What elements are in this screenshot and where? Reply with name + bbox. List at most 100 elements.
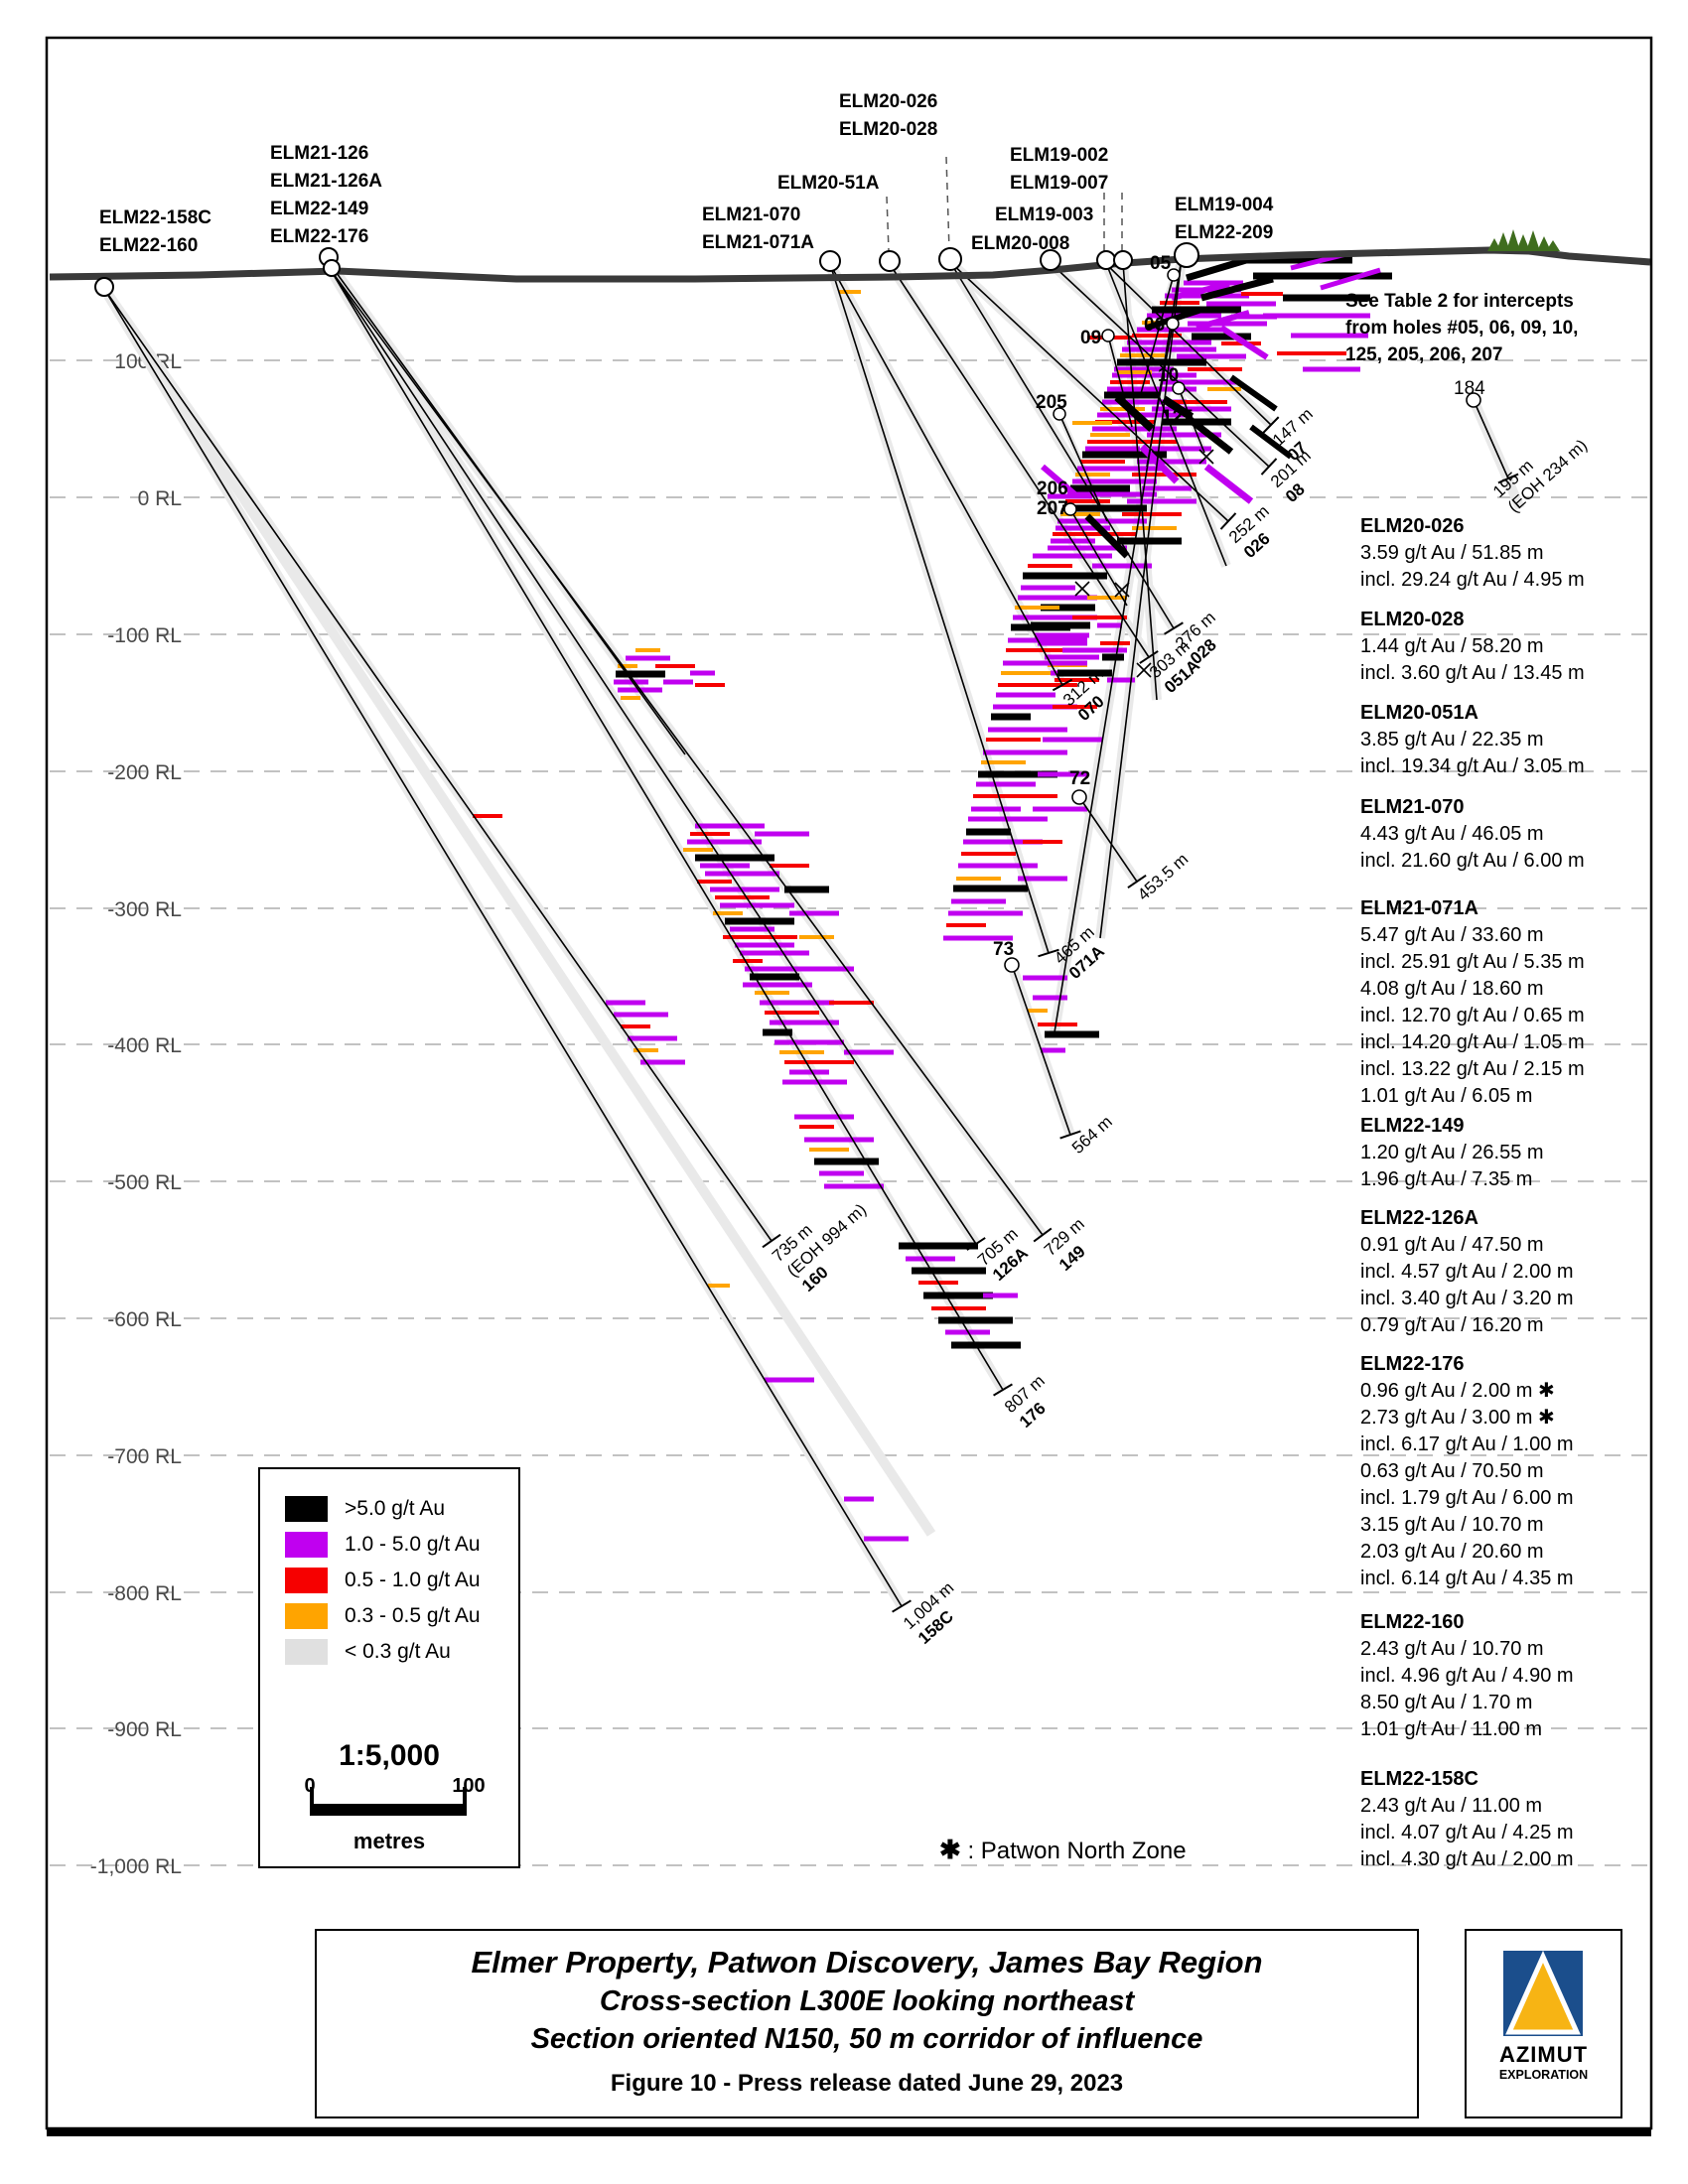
figure-title: Elmer Property, Patwon Discovery, James … [471, 1945, 1263, 1979]
drillhole-trace-184 [1473, 399, 1509, 479]
drillhole-trace-w206 [1069, 508, 1128, 607]
wedge-label: 205 [1036, 392, 1067, 413]
wedge-collar-label-184: 184 [1454, 378, 1485, 399]
intercept-line: 4.43 g/t Au / 46.05 m [1360, 823, 1544, 845]
eoh-tick-126A [966, 1237, 986, 1251]
collar-label: ELM19-004 [1175, 195, 1274, 215]
collar-label: ELM22-176 [270, 226, 368, 247]
drillhole-trace-003 [1122, 262, 1158, 701]
intercept-block-ELM21-070: ELM21-070 4.43 g/t Au / 46.05 m incl. 21.6… [1360, 794, 1628, 875]
drillhole-trace-008 [1050, 262, 1270, 468]
intercept-stroke [1084, 513, 1130, 559]
table2-note-line: 125, 205, 206, 207 [1345, 344, 1503, 365]
kickoff-cross [1198, 449, 1214, 465]
intercept-stroke [1171, 281, 1230, 301]
kickoff-cross [1114, 582, 1130, 598]
intercept-line: 0.79 g/t Au / 16.20 m [1360, 1314, 1544, 1336]
legend-swatch [285, 1532, 328, 1558]
patwon-note-text: : Patwon North Zone [960, 1838, 1187, 1864]
drillhole-trace-158C [103, 288, 903, 1607]
drillhole-trace-070 [829, 263, 1063, 686]
kickoff-cross [1074, 581, 1090, 597]
intercept-line: 1.96 g/t Au / 7.35 m [1360, 1168, 1533, 1190]
eoh-tick-071A [1038, 948, 1059, 958]
collar-circle [938, 247, 962, 271]
drillhole-trace-160 [103, 288, 773, 1242]
drillhole-trace-028 [949, 261, 1175, 629]
wedge-circle [1166, 317, 1180, 331]
grid-label: -400 RL [107, 1034, 182, 1057]
legend-label: 0.5 - 1.0 g/t Au [345, 1569, 481, 1591]
eoh-tick-070 [1052, 678, 1073, 692]
collar-label: ELM20-51A [777, 173, 880, 194]
eoh-tick-007 [1262, 416, 1280, 434]
intercept-line: incl. 3.40 g/t Au / 3.20 m [1360, 1288, 1574, 1309]
intercept-line: incl. 4.57 g/t Au / 2.00 m [1360, 1261, 1574, 1283]
intercept-stroke [1184, 414, 1234, 455]
tree-icon [1516, 234, 1530, 251]
intercept-line: 2.43 g/t Au / 11.00 m [1360, 1795, 1543, 1817]
collar-circle [819, 250, 841, 272]
intercept-block-title: ELM20-026 [1360, 515, 1465, 537]
collar-label: ELM21-070 [702, 205, 800, 225]
intercept-block-title: ELM22-160 [1360, 1611, 1465, 1633]
kickoff-cross [1136, 662, 1152, 678]
wedge-label: 06 [1144, 315, 1165, 336]
intercept-line: 4.08 g/t Au / 18.60 m [1360, 978, 1544, 1000]
table2-note-line: See Table 2 for intercepts [1345, 291, 1574, 312]
grid-label: -600 RL [107, 1308, 182, 1331]
collar-label: ELM22-209 [1175, 222, 1273, 243]
drillhole-trace-051A [889, 263, 1150, 658]
grid-label: -1,000 RL [90, 1855, 182, 1878]
intercept-stroke [1320, 267, 1381, 291]
intercept-stroke [1203, 464, 1254, 504]
tree-icon [1537, 236, 1551, 251]
legend-swatch [285, 1568, 328, 1593]
drillhole-trace-026 [949, 261, 1229, 522]
wedge-collar-circle-73 [1004, 957, 1020, 973]
eoh-tick-160 [762, 1233, 781, 1249]
collar-leader-line [886, 196, 890, 252]
intercept-block-title: ELM20-051A [1360, 702, 1478, 724]
intercept-stroke [1196, 310, 1250, 331]
eoh-tick-028 [1164, 621, 1184, 635]
patwon-north-zone-note: ✱ : Patwon North Zone [939, 1835, 1187, 1865]
intercept-line: 3.15 g/t Au / 10.70 m [1360, 1514, 1544, 1536]
intercept-line: incl. 14.20 g/t Au / 1.05 m [1360, 1031, 1585, 1053]
collar-label: ELM19-002 [1010, 145, 1108, 166]
intercept-line: 1.44 g/t Au / 58.20 m [1360, 635, 1544, 657]
wedge-circle [1167, 268, 1181, 282]
azimut-logo-icon [1503, 1951, 1583, 2036]
grid-label: -500 RL [107, 1171, 182, 1194]
surface-line [49, 246, 1651, 283]
collar-label: ELM22-160 [99, 235, 198, 256]
drillhole-trace-007 [1104, 262, 1272, 426]
wedge-circle [1063, 502, 1077, 516]
collar-circle [1096, 250, 1116, 270]
wedge-collar-circle-184 [1466, 392, 1481, 408]
table2-note: See Table 2 for intercepts from holes #0… [1345, 288, 1643, 368]
intercept-line: incl. 12.70 g/t Au / 0.65 m [1360, 1005, 1585, 1026]
drillhole-trace-w09 [1107, 335, 1133, 428]
collar-circle [94, 277, 114, 297]
drillhole-trace-w05 [1139, 274, 1175, 398]
eoh-tick-184 [1497, 473, 1519, 484]
wedge-collar-label-73: 73 [993, 939, 1014, 960]
drillhole-trace-w205 [1058, 413, 1108, 522]
figure-orientation: Section oriented N150, 50 m corridor of … [530, 2023, 1203, 2055]
drillhole-trace-73 [1011, 964, 1071, 1136]
intercept-block-title: ELM22-149 [1360, 1115, 1465, 1137]
collar-circle [1174, 242, 1199, 268]
eoh-tick-149 [1033, 1227, 1053, 1243]
collar-label: ELM20-008 [971, 233, 1069, 254]
grid-label: -900 RL [107, 1718, 182, 1741]
intercept-line: incl. 6.14 g/t Au / 4.35 m [1360, 1568, 1574, 1589]
legend-swatch [285, 1496, 328, 1522]
table2-note-line: from holes #05, 06, 09, 10, [1345, 318, 1579, 339]
intercept-line: incl. 19.34 g/t Au / 3.05 m [1360, 755, 1585, 777]
legend-box: >5.0 g/t Au 1.0 - 5.0 g/t Au 0.5 - 1.0 g/t… [258, 1467, 520, 1868]
wedge-circle [1172, 381, 1186, 395]
grid-label: -100 RL [107, 624, 182, 647]
intercept-stroke [1219, 325, 1269, 360]
